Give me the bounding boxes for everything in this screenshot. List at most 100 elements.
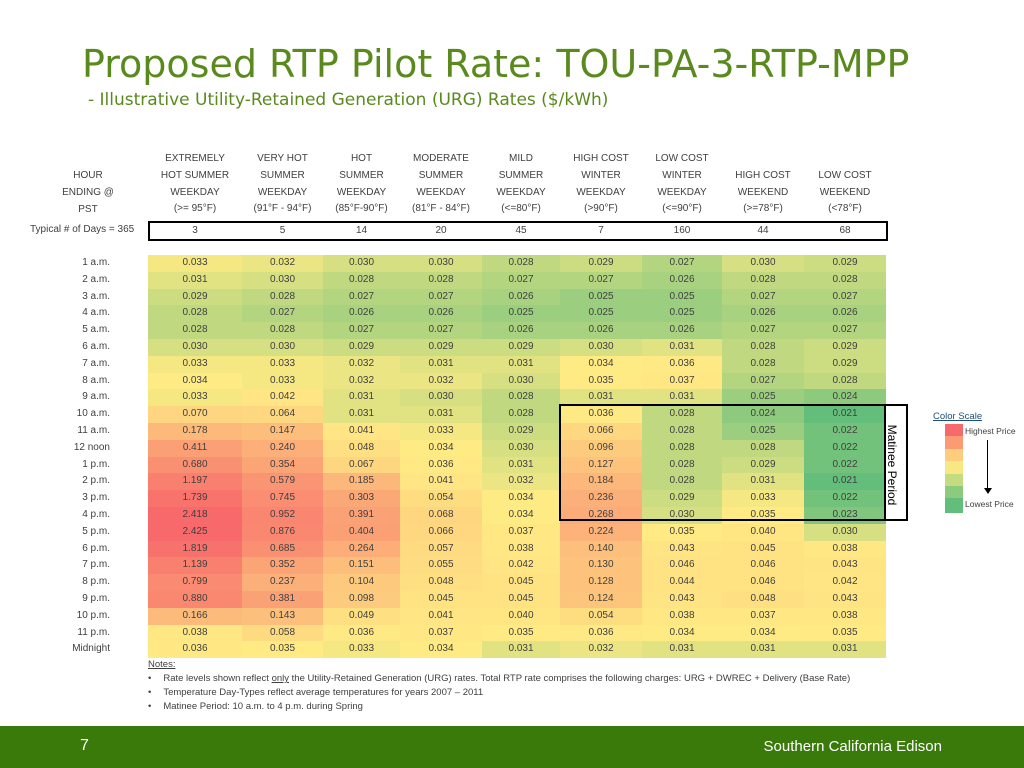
matinee-period-label: Matinee Period: [885, 424, 899, 506]
rate-cell: 0.130: [560, 557, 642, 575]
rate-cell: 0.026: [482, 288, 560, 306]
rate-cell: 0.046: [722, 557, 804, 575]
column-header-line: (91°F - 94°F): [253, 203, 312, 215]
rate-cell: 0.027: [482, 271, 560, 289]
rate-cell: 0.036: [560, 406, 642, 423]
rate-cell: 0.028: [242, 288, 323, 306]
hour-label: 12 noon: [73, 441, 110, 453]
rate-cell: 0.026: [642, 271, 722, 289]
rate-cell: 0.024: [804, 389, 886, 407]
rate-cell: 0.025: [642, 288, 722, 306]
rate-cell: 0.030: [482, 372, 560, 390]
rate-cell: 0.033: [242, 355, 323, 373]
rate-cell: 0.029: [560, 255, 642, 272]
column-header-line: (<=90°F): [662, 203, 702, 215]
rate-cell: 0.037: [722, 607, 804, 625]
column-header-line: WEEKDAY: [576, 186, 626, 198]
rate-cell: 0.127: [560, 456, 642, 474]
rate-cell: 0.178: [148, 423, 242, 440]
rate-cell: 0.048: [323, 439, 400, 457]
rate-cell: 0.048: [722, 591, 804, 608]
rate-cell: 0.034: [560, 355, 642, 373]
hour-label: 7 p.m.: [82, 559, 110, 571]
column-header-line: SUMMER: [498, 169, 544, 181]
rate-cell: 0.031: [482, 641, 560, 659]
rate-cell: 0.032: [323, 372, 400, 390]
rate-cell: 0.045: [482, 574, 560, 591]
column-header-line: WEEKEND: [819, 186, 871, 198]
column-header-line: HOT SUMMER: [160, 169, 230, 181]
rate-cell: 0.680: [148, 456, 242, 474]
rate-cell: 0.031: [323, 406, 400, 423]
notes-list: • Rate levels shown reflect only the Util…: [148, 672, 850, 714]
hour-label: 4 p.m.: [82, 509, 110, 520]
column-header: MODERATE SUMMER WEEKDAY (81°F - 84°F): [400, 151, 482, 218]
rate-cell: 0.028: [482, 406, 560, 423]
rate-cell: 0.058: [242, 624, 323, 642]
rate-cell: 0.151: [323, 557, 400, 575]
rate-cell: 0.055: [400, 557, 482, 575]
rate-cell: 0.026: [323, 305, 400, 323]
rate-cell: 0.043: [804, 591, 886, 608]
rate-cell: 0.031: [722, 473, 804, 491]
column-header: HIGH COST WEEKEND (>=78°F): [722, 151, 804, 218]
rate-cell: 0.042: [804, 574, 886, 591]
note-text: Temperature Day-Types reflect average te…: [163, 686, 483, 700]
column-header-line: (<78°F): [828, 203, 862, 215]
rate-cell: 0.027: [804, 288, 886, 306]
rate-cell: 0.027: [400, 288, 482, 306]
rate-cell: 0.027: [400, 322, 482, 339]
notes: Notes: • Rate levels shown reflect only t…: [148, 658, 850, 714]
rate-cell: 0.026: [482, 322, 560, 339]
rate-cell: 0.032: [400, 372, 482, 390]
rate-cell: 0.030: [323, 255, 400, 272]
column-header-line: (81°F - 84°F): [411, 203, 470, 215]
column-header-line: SUMMER: [418, 169, 464, 181]
rate-cell: 0.038: [642, 607, 722, 625]
rate-cell: 0.029: [148, 288, 242, 306]
rate-cell: 0.029: [722, 456, 804, 474]
rate-cell: 0.031: [400, 355, 482, 373]
column-header: VERY HOT SUMMER WEEKDAY (91°F - 94°F): [242, 151, 323, 218]
rate-cell: 0.685: [242, 540, 323, 558]
column-header-line: HIGH COST: [735, 169, 791, 181]
hour-label: 3 p.m.: [82, 492, 110, 504]
rate-cell: 0.031: [722, 641, 804, 659]
rate-cell: 0.027: [323, 288, 400, 306]
column-header: MILD SUMMER WEEKDAY (<=80°F): [482, 151, 560, 218]
down-arrow-icon: [984, 488, 992, 494]
rate-cell: 0.036: [400, 456, 482, 474]
rate-cell: 0.029: [804, 339, 886, 356]
rate-cell: 0.029: [323, 339, 400, 356]
note-item: • Temperature Day-Types reflect average t…: [148, 686, 850, 700]
color-scale-swatch: [945, 461, 963, 476]
bullet-icon: •: [148, 687, 152, 698]
color-scale-low-label: Lowest Price: [965, 499, 1014, 509]
rate-cell: 0.028: [482, 255, 560, 272]
rate-cell: 0.057: [400, 540, 482, 558]
column-header: HIGH COST WINTER WEEKDAY (>90°F): [560, 151, 642, 218]
rate-cell: 2.418: [148, 507, 242, 524]
column-header-line: (85°F-90°F): [335, 203, 388, 215]
rate-cell: 0.045: [722, 540, 804, 558]
rate-cell: 0.028: [148, 305, 242, 323]
rate-cell: 0.104: [323, 574, 400, 591]
note-text-part: Rate levels shown reflect: [163, 673, 272, 684]
rate-cell: 0.036: [323, 624, 400, 642]
rate-cell: 2.425: [148, 523, 242, 541]
column-header-line: (>90°F): [584, 203, 618, 215]
rate-cell: 0.028: [722, 271, 804, 289]
hour-label: 2 a.m.: [82, 273, 110, 285]
column-header-line: WEEKEND: [737, 186, 789, 198]
rate-cell: 0.030: [560, 339, 642, 356]
rate-cell: 0.046: [722, 574, 804, 591]
rate-cell: 0.143: [242, 607, 323, 625]
rate-cell: 0.036: [642, 355, 722, 373]
note-text: Matinee Period: 10 a.m. to 4 p.m. during…: [163, 700, 363, 714]
rate-cell: 0.040: [482, 607, 560, 625]
typical-days-cell: 5: [279, 225, 286, 236]
rate-cell: 0.027: [242, 305, 323, 323]
rate-cell: 0.128: [560, 574, 642, 591]
rate-cell: 0.028: [722, 339, 804, 356]
column-header: LOW COST WINTER WEEKDAY (<=90°F): [642, 151, 722, 218]
